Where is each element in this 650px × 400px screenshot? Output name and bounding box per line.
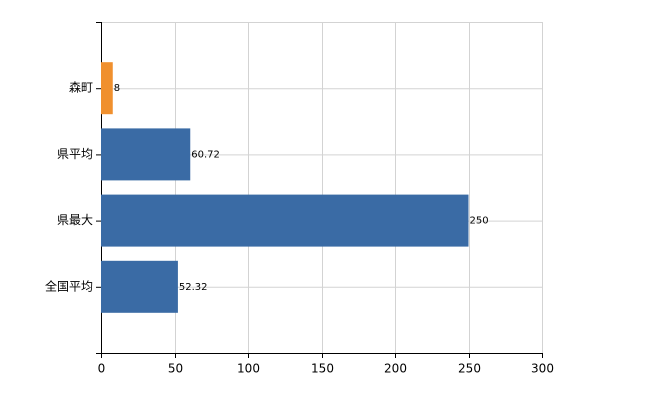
x-tick-label: 50 — [168, 362, 183, 376]
y-tick-label: 県平均 — [57, 147, 93, 161]
x-tick-label: 0 — [98, 362, 106, 376]
value-label: 60.72 — [191, 149, 220, 160]
x-tick-label: 200 — [384, 362, 407, 376]
y-tick-label: 県最大 — [57, 213, 93, 227]
x-tick-label: 250 — [458, 362, 481, 376]
bar — [101, 128, 191, 181]
value-label: 8 — [114, 83, 120, 94]
x-tick-label: 100 — [237, 362, 260, 376]
bar — [101, 62, 113, 115]
x-tick-label: 300 — [531, 362, 554, 376]
value-label: 52.32 — [179, 282, 208, 293]
y-tick-label: 森町 — [69, 80, 93, 95]
y-tick-label: 全国平均 — [45, 278, 93, 293]
bar — [101, 194, 469, 247]
bar — [101, 260, 178, 313]
value-label: 250 — [470, 216, 489, 227]
x-tick-label: 150 — [311, 362, 334, 376]
